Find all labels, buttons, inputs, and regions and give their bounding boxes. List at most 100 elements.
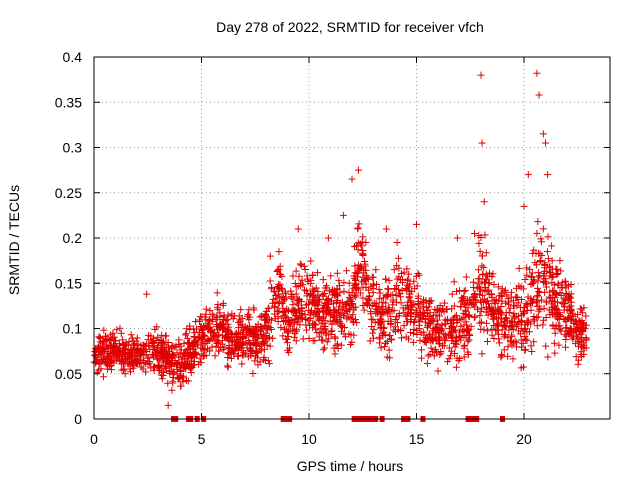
data-point — [336, 311, 344, 319]
data-point — [322, 310, 330, 318]
data-point — [136, 347, 144, 355]
data-point — [328, 327, 336, 335]
data-point — [208, 310, 216, 318]
data-point — [564, 293, 572, 301]
data-point — [361, 257, 369, 265]
data-point — [243, 330, 251, 338]
data-point — [366, 337, 374, 345]
data-point — [330, 344, 338, 352]
data-point — [505, 308, 513, 316]
data-point — [213, 337, 221, 345]
data-point — [318, 336, 326, 344]
data-point — [340, 287, 348, 295]
data-point — [247, 348, 255, 356]
data-point — [555, 341, 563, 349]
data-point — [228, 337, 236, 345]
data-point — [431, 305, 439, 313]
data-point — [461, 301, 469, 309]
data-point — [103, 342, 111, 350]
data-point — [414, 269, 422, 277]
y-tick-label: 0.15 — [55, 275, 82, 291]
data-point — [164, 401, 172, 409]
data-point — [354, 285, 362, 293]
data-point — [186, 363, 194, 371]
data-point — [444, 358, 452, 366]
data-point — [351, 269, 359, 277]
data-point — [338, 323, 346, 331]
data-point — [142, 368, 150, 376]
grid-lines — [94, 57, 610, 419]
data-point — [409, 338, 417, 346]
data-point — [154, 341, 162, 349]
data-point — [460, 293, 468, 301]
data-point — [312, 293, 320, 301]
data-point — [465, 326, 473, 334]
data-point — [150, 366, 158, 374]
data-point — [420, 296, 428, 304]
data-point — [494, 304, 502, 312]
data-point — [403, 265, 411, 273]
data-point — [574, 360, 582, 368]
chart-title: Day 278 of 2022, SRMTID for receiver vfc… — [216, 19, 484, 35]
data-point — [560, 315, 568, 323]
data-point — [442, 333, 450, 341]
data-point — [370, 280, 378, 288]
data-point — [531, 259, 539, 267]
data-point — [433, 316, 441, 324]
data-point — [331, 334, 339, 342]
data-point — [289, 272, 297, 280]
data-point — [490, 298, 498, 306]
data-point — [367, 315, 375, 323]
data-point — [426, 309, 434, 317]
data-point — [295, 272, 303, 280]
data-point — [291, 307, 299, 315]
data-point — [501, 331, 509, 339]
data-point — [236, 341, 244, 349]
data-point — [360, 306, 368, 314]
data-point — [562, 332, 570, 340]
data-point — [482, 249, 490, 257]
data-point — [104, 335, 112, 343]
data-point — [385, 277, 393, 285]
data-point — [149, 350, 157, 358]
data-point — [490, 313, 498, 321]
data-point — [355, 265, 363, 273]
data-point — [259, 339, 267, 347]
data-point — [525, 328, 533, 336]
data-point — [481, 284, 489, 292]
data-point — [578, 309, 586, 317]
data-point — [300, 262, 308, 270]
data-point — [537, 256, 545, 264]
data-point — [453, 288, 461, 296]
data-point — [293, 315, 301, 323]
data-point — [573, 331, 581, 339]
data-point — [341, 309, 349, 317]
data-point — [120, 341, 128, 349]
data-point — [168, 386, 176, 394]
data-point — [118, 366, 126, 374]
data-point — [350, 274, 358, 282]
data-point — [319, 346, 327, 354]
data-point — [435, 333, 443, 341]
data-point — [245, 337, 253, 345]
data-point — [501, 286, 509, 294]
data-point — [337, 341, 345, 349]
data-point — [173, 361, 181, 369]
data-point — [390, 266, 398, 274]
data-point — [324, 234, 332, 242]
data-point — [393, 239, 401, 247]
data-point — [173, 349, 181, 357]
data-point — [558, 279, 566, 287]
data-point — [282, 294, 290, 302]
data-point — [393, 275, 401, 283]
data-point — [304, 317, 312, 325]
data-point — [187, 365, 195, 373]
data-point — [417, 354, 425, 362]
data-point — [310, 320, 318, 328]
x-axis-label: GPS time / hours — [297, 458, 404, 474]
data-point — [282, 312, 290, 320]
data-point — [324, 306, 332, 314]
data-point — [365, 292, 373, 300]
data-point — [251, 357, 259, 365]
data-point — [530, 338, 538, 346]
